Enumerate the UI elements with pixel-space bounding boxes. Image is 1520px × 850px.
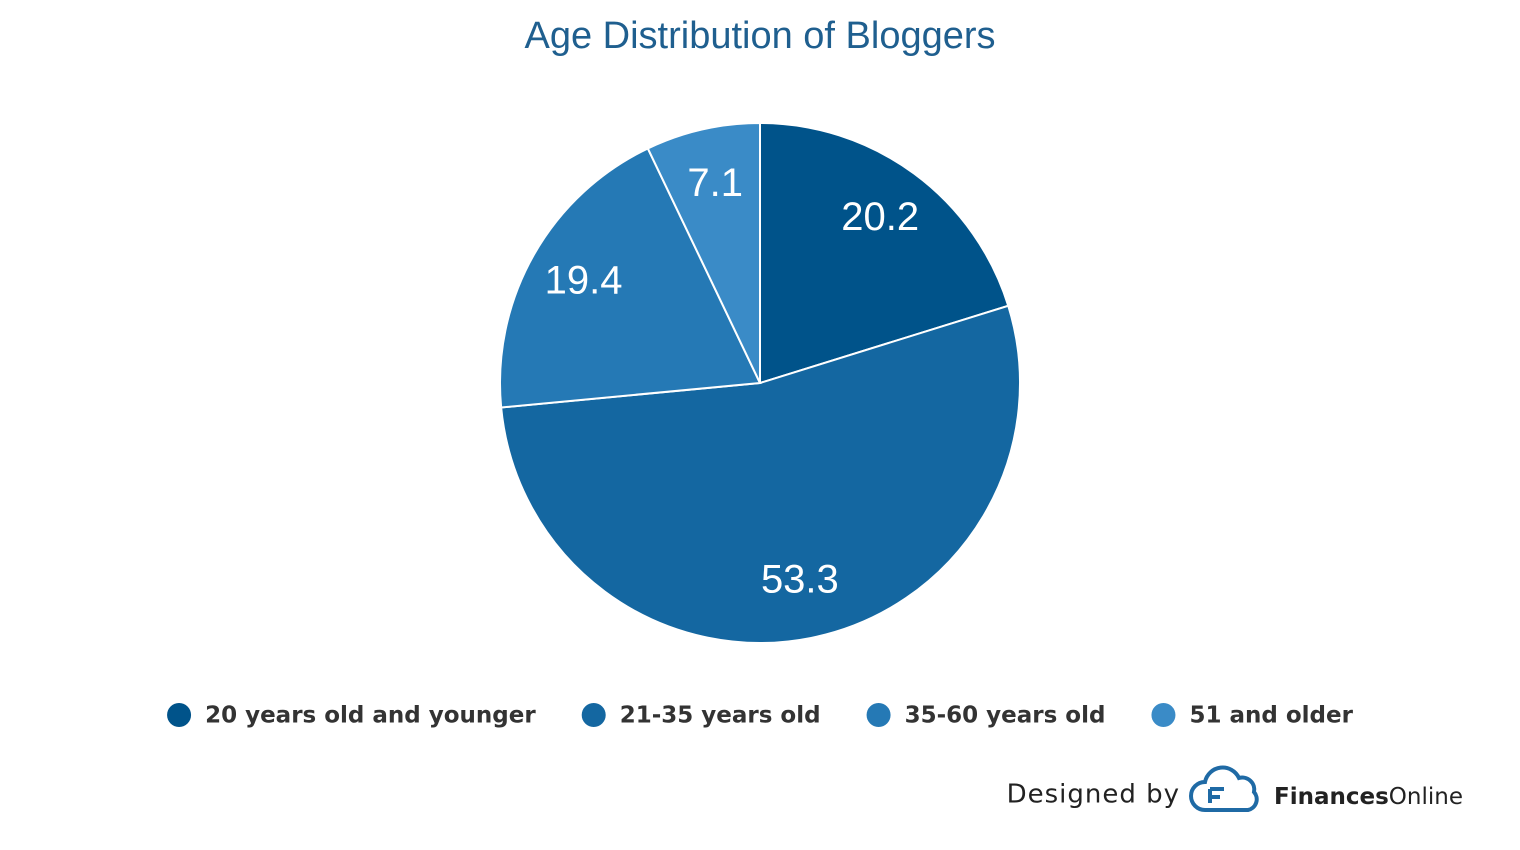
chart-title: Age Distribution of Bloggers (524, 15, 995, 57)
legend-marker (1151, 703, 1176, 727)
data-label: 20.2 (841, 195, 919, 239)
legend-label: 35-60 years old (905, 703, 1106, 729)
legend-marker (167, 703, 192, 727)
brand-logo (1189, 765, 1259, 812)
pie-slice (500, 304, 1021, 644)
data-label: 53.3 (761, 557, 839, 601)
pie-slice (759, 121, 1010, 385)
pie-slice (646, 121, 761, 384)
data-label: 19.4 (545, 259, 623, 303)
legend-marker (866, 703, 891, 727)
legend: 20 years old and younger 21-35 years old 3… (167, 703, 1354, 729)
legend-label: 21-35 years old (620, 703, 821, 729)
brand-name: FinancesOnline (1274, 784, 1463, 810)
pie-slice (499, 147, 762, 409)
legend-label: 20 years old and younger (205, 703, 536, 729)
footer-label: Designed by (1007, 780, 1180, 810)
legend-marker (581, 703, 606, 727)
pie (499, 121, 1021, 644)
data-labels: 20.2 53.3 19.4 7.1 (545, 161, 920, 602)
brand-light: Online (1389, 784, 1463, 810)
data-label: 7.1 (687, 161, 743, 205)
brand-bold: Finances (1274, 784, 1389, 810)
legend-label: 51 and older (1189, 703, 1353, 729)
